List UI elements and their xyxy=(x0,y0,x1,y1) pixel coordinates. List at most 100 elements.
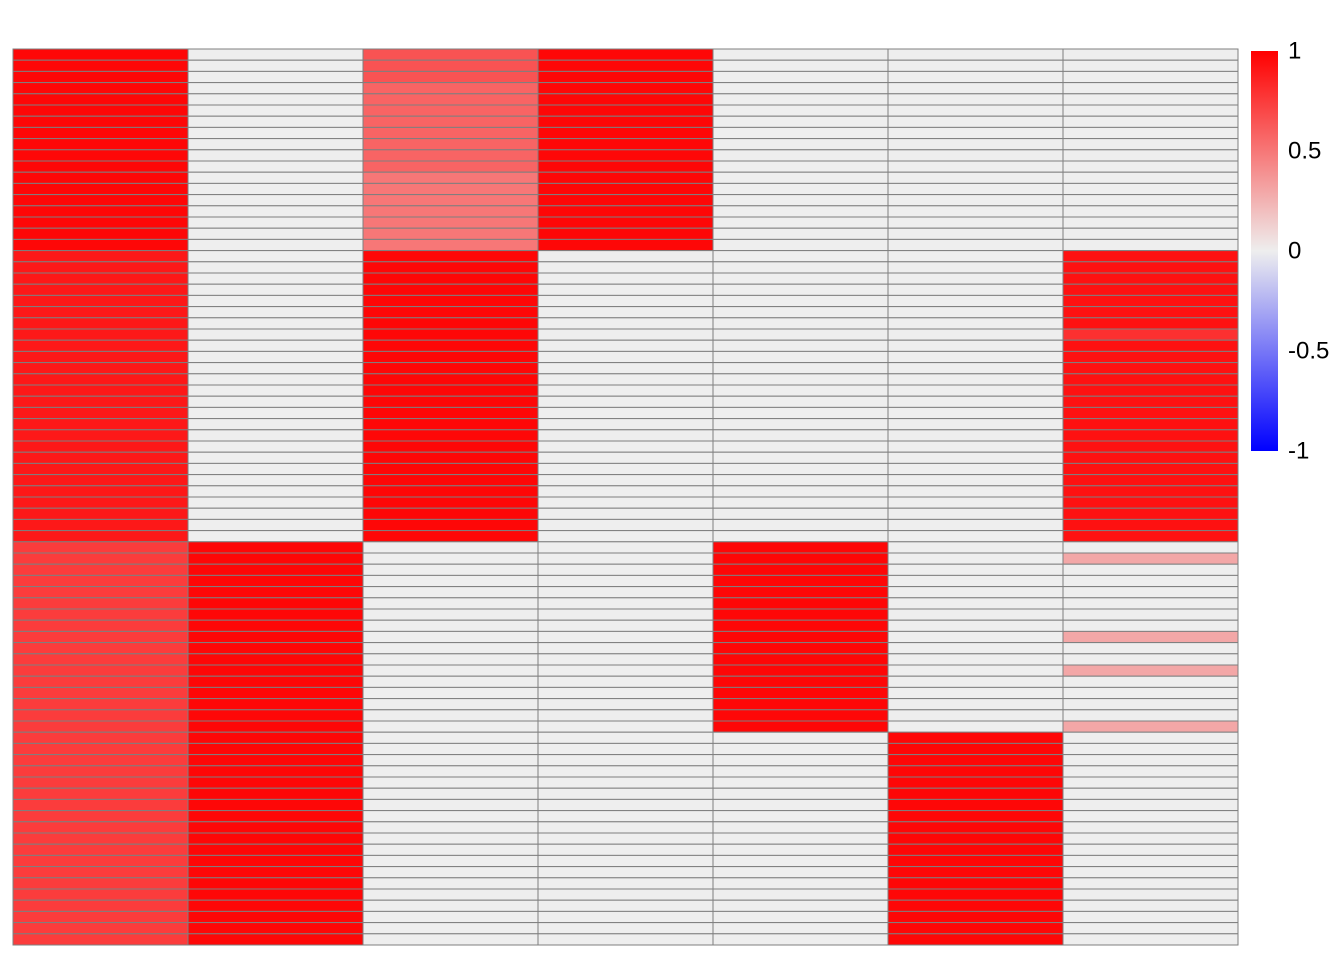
heatmap-cell xyxy=(1062,317,1239,330)
heatmap-cell xyxy=(537,630,714,644)
heatmap-cell xyxy=(712,373,889,386)
heatmap-cell xyxy=(537,272,714,285)
heatmap-cell xyxy=(712,854,889,868)
heatmap-cell xyxy=(537,888,714,901)
heatmap-cell xyxy=(12,854,189,868)
heatmap-cell xyxy=(887,541,1064,554)
heatmap-cell xyxy=(537,149,714,162)
heatmap-cell xyxy=(187,440,364,453)
heatmap-cell xyxy=(362,362,539,375)
heatmap-cell xyxy=(362,922,539,935)
heatmap-cell xyxy=(712,877,889,890)
heatmap-cell xyxy=(887,910,1064,924)
heatmap-cell xyxy=(712,104,889,117)
heatmap-cell xyxy=(362,686,539,700)
heatmap-cell xyxy=(12,418,189,431)
heatmap-cell xyxy=(712,160,889,173)
heatmap-cell xyxy=(1062,653,1239,666)
heatmap-cell xyxy=(887,776,1064,789)
heatmap-cell xyxy=(362,765,539,778)
heatmap-cell xyxy=(187,686,364,700)
heatmap-cell xyxy=(887,126,1064,140)
heatmap-cell xyxy=(537,910,714,924)
heatmap-cell xyxy=(1062,608,1239,621)
heatmap-cell xyxy=(1062,70,1239,84)
heatmap-cell xyxy=(887,619,1064,632)
heatmap-cell xyxy=(712,843,889,856)
heatmap-cell xyxy=(712,530,889,543)
heatmap-cell xyxy=(362,406,539,420)
heatmap-cell xyxy=(1062,552,1239,565)
heatmap-cell xyxy=(537,362,714,375)
heatmap-cell xyxy=(887,451,1064,464)
heatmap-cell xyxy=(362,317,539,330)
heatmap-cell xyxy=(887,888,1064,901)
heatmap-cell xyxy=(712,821,889,834)
heatmap-cell xyxy=(887,406,1064,420)
heatmap-cell xyxy=(12,384,189,397)
heatmap-cell xyxy=(187,126,364,140)
heatmap-cell xyxy=(1062,462,1239,476)
heatmap-cell xyxy=(1062,283,1239,296)
heatmap-cell xyxy=(887,238,1064,252)
heatmap-cell xyxy=(12,507,189,520)
heatmap-cell xyxy=(187,642,364,655)
heatmap-cell xyxy=(712,899,889,912)
heatmap-cell xyxy=(362,541,539,554)
heatmap-cell xyxy=(187,216,364,229)
heatmap-cell xyxy=(362,440,539,453)
heatmap-cell xyxy=(887,48,1064,61)
heatmap-cell xyxy=(187,630,364,644)
heatmap-cell xyxy=(362,798,539,812)
heatmap-cell xyxy=(1062,798,1239,812)
heatmap-cell xyxy=(537,866,714,879)
heatmap-cell xyxy=(362,698,539,711)
heatmap-cell xyxy=(887,754,1064,767)
heatmap-cell xyxy=(362,485,539,498)
heatmap-cell xyxy=(1062,664,1239,677)
heatmap-cell xyxy=(362,933,539,946)
heatmap-cell xyxy=(362,731,539,744)
heatmap-cell xyxy=(537,496,714,509)
heatmap-cell xyxy=(187,93,364,106)
heatmap-cell xyxy=(537,238,714,252)
heatmap-cell xyxy=(537,474,714,487)
heatmap-cell xyxy=(187,373,364,386)
heatmap-cell xyxy=(362,418,539,431)
heatmap-cell xyxy=(537,104,714,117)
heatmap-cell xyxy=(12,518,189,532)
heatmap-cell xyxy=(712,238,889,252)
heatmap-cell xyxy=(187,339,364,352)
heatmap-cell xyxy=(1062,93,1239,106)
heatmap-cell xyxy=(1062,496,1239,509)
heatmap-cell xyxy=(12,70,189,84)
heatmap-cell xyxy=(362,754,539,767)
heatmap-cell xyxy=(712,429,889,442)
heatmap-cell xyxy=(712,686,889,700)
heatmap-cell xyxy=(12,866,189,879)
heatmap-cell xyxy=(187,552,364,565)
heatmap-cell xyxy=(537,93,714,106)
heatmap-cell xyxy=(362,205,539,218)
heatmap-cell xyxy=(537,440,714,453)
heatmap-cell xyxy=(362,787,539,800)
heatmap-cell xyxy=(887,70,1064,84)
heatmap-cell xyxy=(887,787,1064,800)
heatmap-cell xyxy=(187,765,364,778)
heatmap-cell xyxy=(537,765,714,778)
heatmap-cell xyxy=(187,731,364,744)
heatmap-cell xyxy=(537,933,714,946)
heatmap-cell xyxy=(537,70,714,84)
heatmap-cell xyxy=(537,776,714,789)
heatmap-cell xyxy=(537,115,714,128)
heatmap-cell xyxy=(362,283,539,296)
heatmap-cell xyxy=(362,709,539,722)
heatmap-cell xyxy=(712,317,889,330)
heatmap-cell xyxy=(712,507,889,520)
heatmap-cell xyxy=(362,653,539,666)
heatmap-cell xyxy=(12,630,189,644)
heatmap-cell xyxy=(187,922,364,935)
heatmap-cell xyxy=(12,182,189,196)
heatmap-cell xyxy=(887,227,1064,240)
heatmap-cell xyxy=(537,384,714,397)
